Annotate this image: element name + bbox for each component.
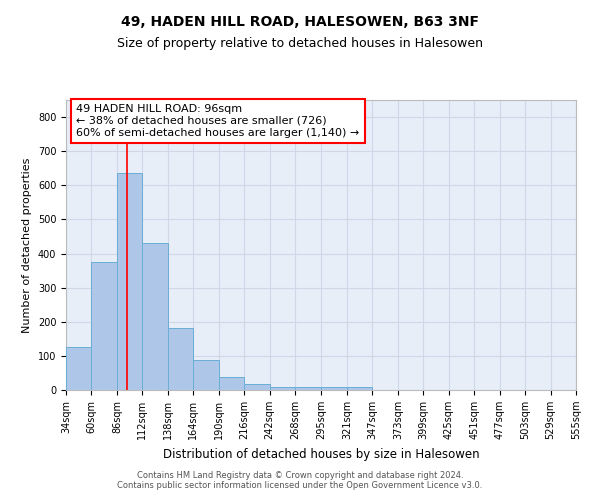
Text: 49 HADEN HILL ROAD: 96sqm
← 38% of detached houses are smaller (726)
60% of semi: 49 HADEN HILL ROAD: 96sqm ← 38% of detac… — [76, 104, 359, 138]
Bar — [117, 174, 142, 390]
Text: 49, HADEN HILL ROAD, HALESOWEN, B63 3NF: 49, HADEN HILL ROAD, HALESOWEN, B63 3NF — [121, 15, 479, 29]
Bar — [66, 348, 91, 390]
Bar — [269, 386, 295, 390]
X-axis label: Distribution of detached houses by size in Halesowen: Distribution of detached houses by size … — [163, 448, 479, 460]
Bar — [347, 388, 373, 390]
Y-axis label: Number of detached properties: Number of detached properties — [22, 158, 32, 332]
Text: Size of property relative to detached houses in Halesowen: Size of property relative to detached ho… — [117, 38, 483, 51]
Bar — [142, 244, 168, 390]
Bar — [168, 328, 193, 390]
Bar — [193, 360, 219, 390]
Bar — [219, 378, 244, 390]
Bar — [244, 384, 269, 390]
Bar — [91, 262, 117, 390]
Bar — [322, 388, 347, 390]
Text: Contains HM Land Registry data © Crown copyright and database right 2024.
Contai: Contains HM Land Registry data © Crown c… — [118, 470, 482, 490]
Bar — [295, 388, 322, 390]
